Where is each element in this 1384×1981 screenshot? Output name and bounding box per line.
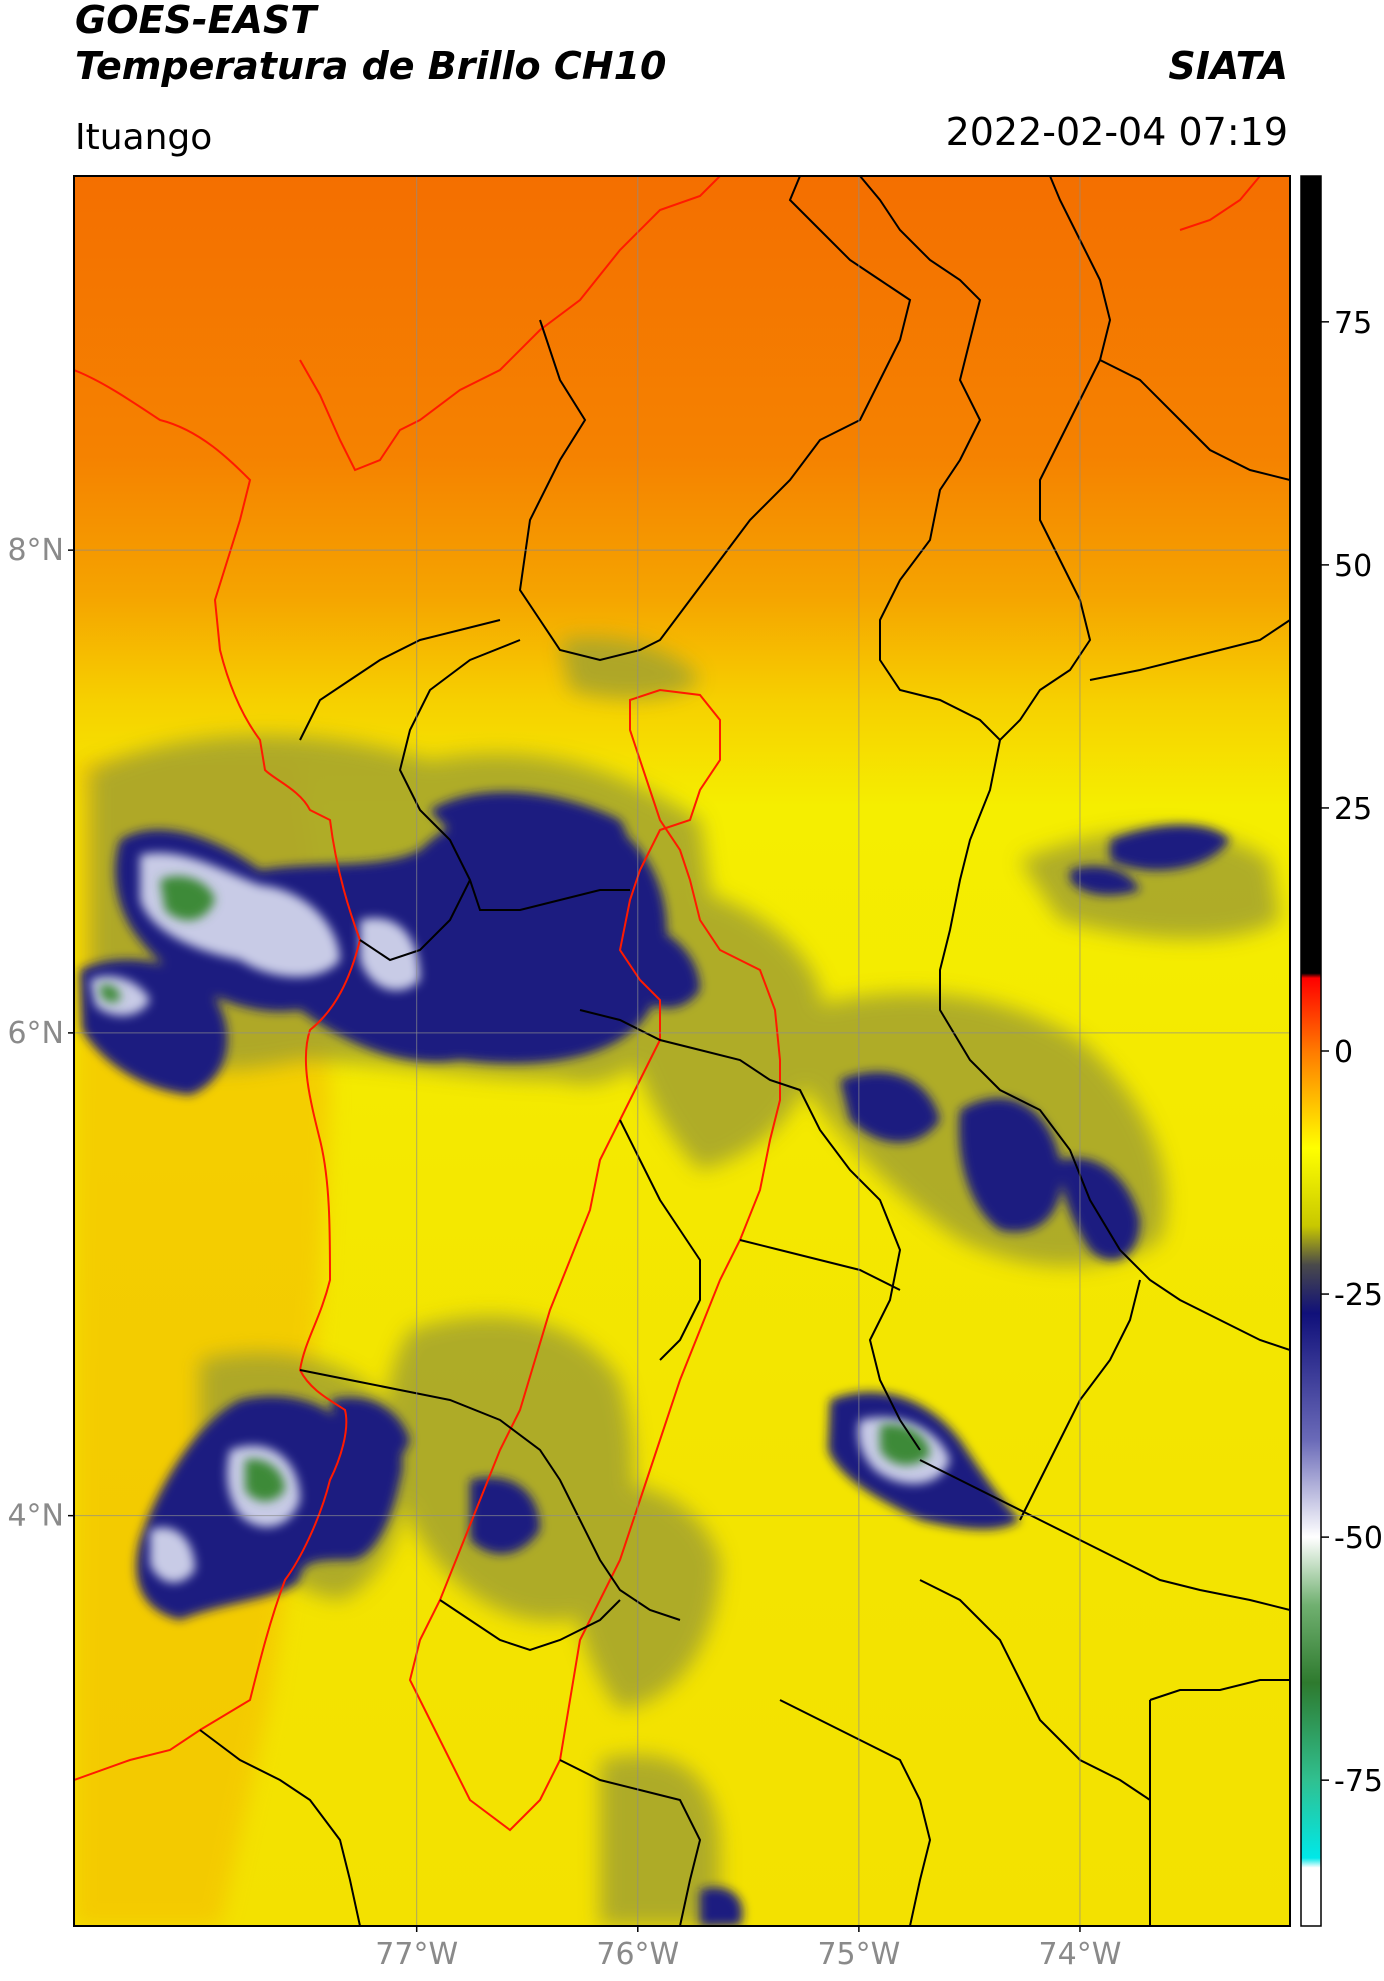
department-borders <box>199 176 1290 1926</box>
brand-label: SIATA <box>1168 44 1288 88</box>
lon-tick-label: 77°W <box>375 1937 458 1972</box>
lon-tick-label: 75°W <box>817 1937 900 1972</box>
lat-tick-label: 8°N <box>7 533 64 568</box>
lon-tick-label: 74°W <box>1039 1937 1122 1972</box>
location-label: Ituango <box>75 117 213 158</box>
timestamp-label: 2022-02-04 07:19 <box>945 110 1288 154</box>
lat-tick-label: 6°N <box>7 1016 64 1051</box>
colorbar-tick-label: -25 <box>1334 1278 1383 1313</box>
colorbar-bar <box>1301 176 1321 1926</box>
lat-tick-label: 4°N <box>7 1499 64 1534</box>
colorbar-ticks: 75 50 25 0 -25 -50 -75 <box>1321 306 1383 1799</box>
colorbar-tick-label: -50 <box>1334 1521 1383 1556</box>
colorbar-tick-label: 50 <box>1334 549 1372 584</box>
lon-tick-label: 76°W <box>596 1937 679 1972</box>
colorbar-tick-label: 75 <box>1334 306 1372 341</box>
colorbar-tick-label: -75 <box>1334 1764 1383 1799</box>
latitude-ticks: 8°N 6°N 4°N <box>7 533 74 1534</box>
colorbar-tick-label: 25 <box>1334 792 1372 827</box>
product-title: Temperatura de Brillo CH10 <box>75 44 667 88</box>
graticule <box>74 176 1290 1926</box>
satellite-title: GOES-EAST <box>75 0 317 42</box>
colorbar-tick-label: 0 <box>1334 1035 1353 1070</box>
country-border-red <box>74 176 1261 1832</box>
longitude-ticks: 77°W 76°W 75°W 74°W <box>375 1926 1121 1972</box>
map-canvas <box>74 176 1290 1926</box>
map-frame <box>73 175 1291 1927</box>
cloud-cover-green <box>100 876 930 1502</box>
